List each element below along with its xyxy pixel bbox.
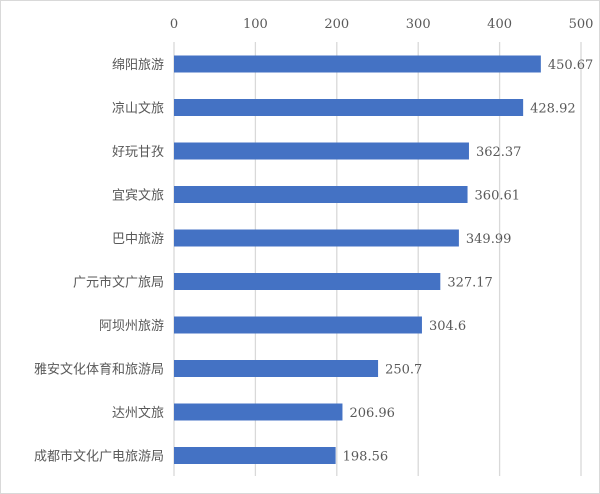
category-label: 成都市文化广电旅游局	[34, 449, 164, 465]
bar	[174, 403, 343, 421]
category-label: 广元市文广旅局	[73, 275, 164, 291]
category-label: 雅安文化体育和旅游局	[34, 362, 164, 378]
data-label: 428.92	[530, 102, 576, 117]
x-tick-label: 0	[170, 17, 178, 32]
category-label: 凉山文旅	[112, 102, 164, 117]
data-label: 360.61	[475, 189, 520, 204]
category-label: 巴中旅游	[112, 232, 164, 247]
data-label: 450.67	[548, 58, 594, 73]
category-label: 好玩甘孜	[112, 145, 164, 160]
x-tick-label: 100	[243, 17, 268, 32]
x-tick-label: 200	[324, 17, 349, 32]
data-label: 349.99	[466, 232, 512, 247]
data-label: 206.96	[349, 406, 395, 421]
data-label: 327.17	[447, 276, 493, 291]
x-tick-label: 400	[487, 17, 512, 32]
category-label: 阿坝州旅游	[99, 319, 164, 334]
data-label: 304.6	[429, 319, 466, 334]
category-label: 达州文旅	[112, 406, 164, 421]
bar	[174, 186, 468, 203]
category-label: 宜宾文旅	[112, 188, 164, 204]
x-tick-label: 300	[406, 17, 431, 32]
category-label: 绵阳旅游	[112, 58, 164, 73]
data-label: 362.37	[476, 145, 522, 160]
x-tick-label: 500	[569, 17, 594, 32]
bar	[174, 99, 524, 116]
bar	[174, 142, 469, 160]
bar	[174, 360, 379, 377]
bar	[174, 316, 422, 334]
bar	[174, 273, 441, 290]
bar	[174, 55, 541, 73]
bar	[174, 447, 336, 464]
bar	[174, 229, 459, 247]
data-label: 198.56	[343, 450, 389, 465]
data-label: 250.7	[385, 363, 422, 378]
